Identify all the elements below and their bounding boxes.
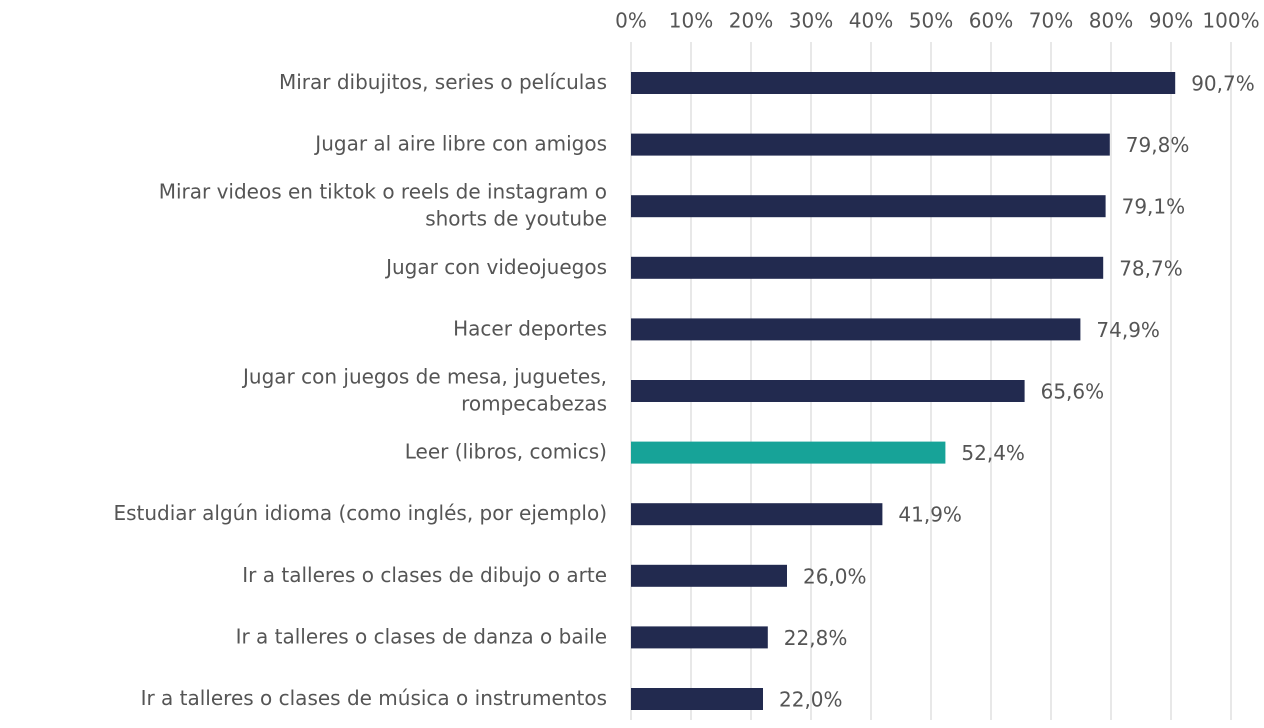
category-label: Jugar con juegos de mesa, juguetes, rompe…	[241, 364, 607, 415]
value-label: 79,8%	[1126, 133, 1190, 157]
category-label: Hacer deportes	[453, 316, 607, 340]
bar	[631, 564, 787, 587]
category-label: Ir a talleres o clases de dibujo o arte	[242, 562, 607, 586]
value-label: 41,9%	[898, 503, 962, 527]
x-tick-label: 60%	[969, 9, 1013, 33]
value-label: 22,0%	[779, 688, 843, 712]
value-label: 65,6%	[1041, 380, 1105, 404]
category-label: Mirar videos en tiktok o reels de instag…	[159, 179, 607, 230]
bar	[631, 503, 883, 526]
category-label: Ir a talleres o clases de danza o baile	[236, 624, 607, 648]
bar	[631, 256, 1104, 279]
category-label: Jugar con videojuegos	[384, 254, 607, 278]
x-tick-label: 90%	[1149, 9, 1193, 33]
value-label: 26,0%	[803, 564, 867, 588]
category-label: Ir a talleres o clases de música o instr…	[141, 686, 607, 710]
category-label: Jugar al aire libre con amigos	[313, 131, 607, 155]
value-label: 78,7%	[1119, 256, 1183, 280]
value-label: 90,7%	[1191, 72, 1255, 96]
x-tick-label: 10%	[669, 9, 713, 33]
x-tick-label: 40%	[849, 9, 893, 33]
bar	[631, 318, 1081, 341]
x-tick-label: 30%	[789, 9, 833, 33]
bar	[631, 688, 763, 710]
category-label: Estudiar algún idioma (como inglés, por …	[113, 501, 607, 525]
value-label: 52,4%	[961, 441, 1025, 465]
x-tick-label: 80%	[1089, 9, 1133, 33]
category-label: Mirar dibujitos, series o películas	[279, 70, 607, 94]
bar	[631, 72, 1176, 94]
x-tick-label: 70%	[1029, 9, 1073, 33]
x-tick-label: 0%	[615, 9, 647, 33]
category-label: Leer (libros, comics)	[405, 439, 607, 463]
bar	[631, 626, 768, 649]
bar	[631, 195, 1106, 218]
value-label: 79,1%	[1122, 195, 1186, 219]
value-label: 22,8%	[784, 626, 848, 650]
bar	[631, 441, 946, 464]
bar	[631, 380, 1025, 402]
x-tick-label: 50%	[909, 9, 953, 33]
x-tick-label: 100%	[1202, 9, 1259, 33]
value-label: 74,9%	[1096, 318, 1160, 342]
bar	[631, 133, 1110, 156]
x-tick-label: 20%	[729, 9, 773, 33]
